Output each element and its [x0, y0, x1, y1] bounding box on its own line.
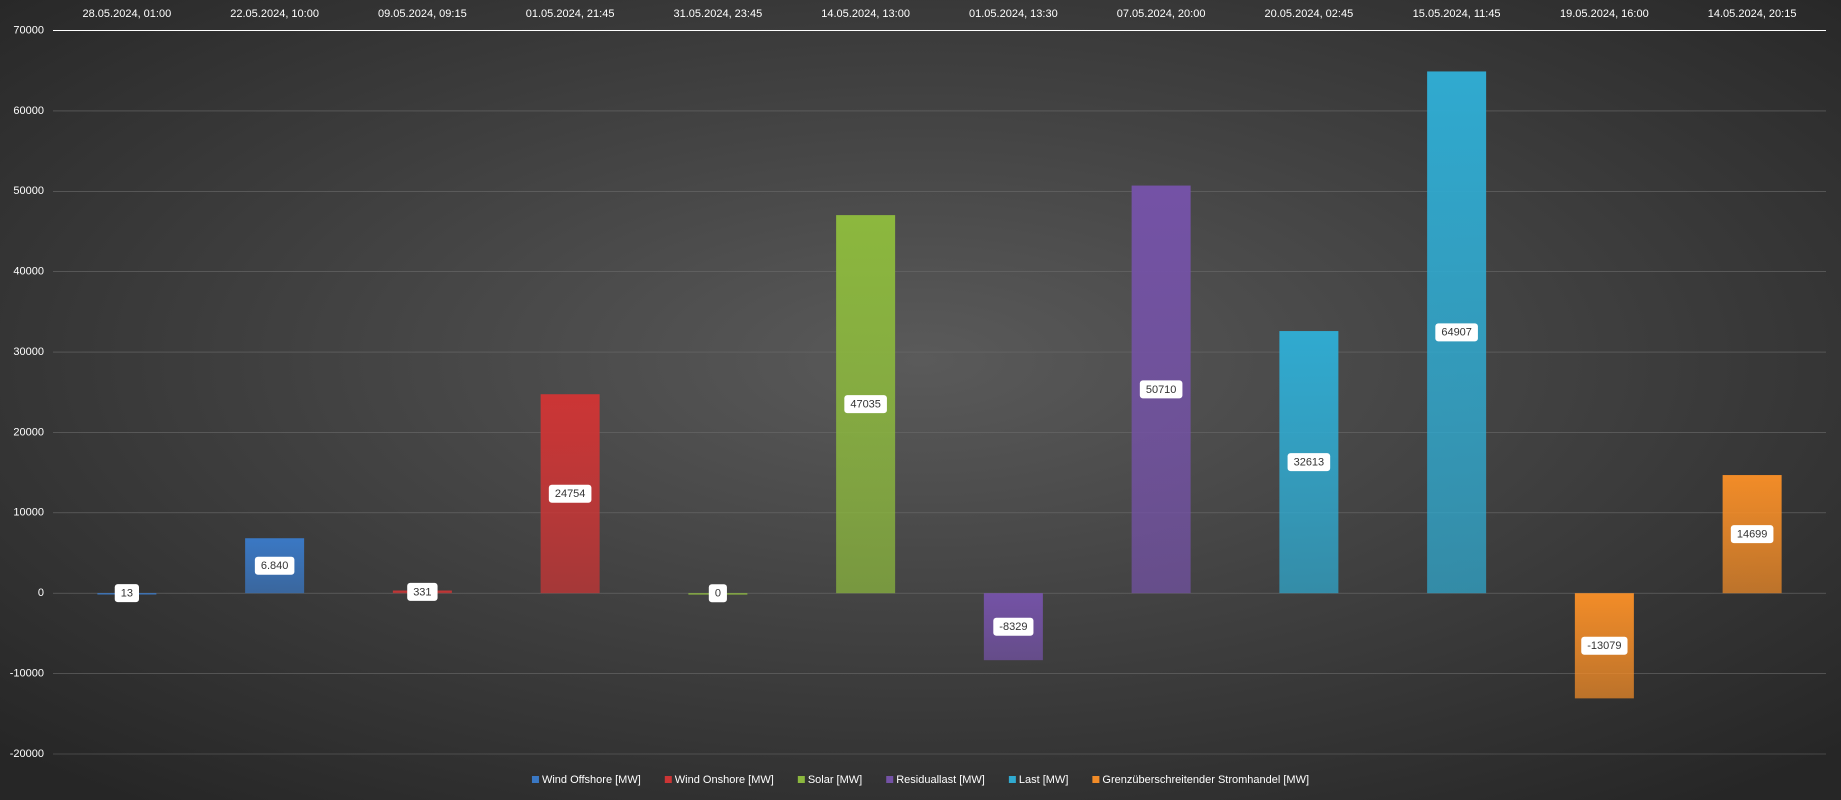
value-label-box [114, 584, 139, 603]
legend-item: Residuallast [MW] [886, 774, 985, 786]
legend-swatch [886, 776, 894, 783]
x-tick-label: 19.05.2024, 16:00 [1560, 8, 1649, 20]
x-tick-label: 01.05.2024, 21:45 [526, 8, 615, 20]
legend-label: Last [MW] [1019, 774, 1069, 786]
y-tick-label: 60000 [13, 105, 44, 117]
x-tick-label: 14.05.2024, 20:15 [1708, 8, 1797, 20]
y-tick-label: 0 [38, 587, 44, 599]
value-label-box [254, 556, 295, 575]
value-label: 50710 [1139, 380, 1183, 399]
value-label: 47035 [844, 395, 887, 414]
x-tick-label: 09.05.2024, 09:15 [378, 8, 467, 20]
x-tick-label: 31.05.2024, 23:45 [674, 8, 763, 20]
legend-item: Wind Onshore [MW] [664, 774, 774, 786]
value-label-box [1730, 525, 1774, 544]
value-label: 13 [114, 584, 139, 603]
y-tick-label: 40000 [13, 266, 44, 278]
y-tick-label: 50000 [13, 185, 44, 197]
legend-label: Wind Offshore [MW] [542, 774, 641, 786]
value-label: 6.840 [254, 556, 295, 575]
value-label: -8329 [993, 617, 1034, 636]
y-tick-label: 20000 [13, 426, 44, 438]
legend-label: Solar [MW] [808, 774, 862, 786]
legend-item: Solar [MW] [797, 774, 862, 786]
value-label-box [407, 582, 438, 601]
legend-item: Grenzüberschreitender Stromhandel [MW] [1092, 774, 1309, 786]
value-label: 64907 [1435, 323, 1478, 342]
legend-item: Wind Offshore [MW] [531, 774, 641, 786]
value-label-box [1287, 453, 1331, 472]
value-label: 14699 [1730, 525, 1774, 544]
y-tick-label: -20000 [10, 748, 44, 760]
x-tick-label: 28.05.2024, 01:00 [83, 8, 172, 20]
legend-label: Grenzüberschreitender Stromhandel [MW] [1102, 774, 1309, 786]
y-tick-label: -10000 [10, 668, 44, 680]
x-tick-label: 07.05.2024, 20:00 [1117, 8, 1206, 20]
value-label-text: 64907 [1441, 327, 1472, 339]
value-label-text: 14699 [1737, 529, 1768, 541]
legend-swatch [1092, 776, 1100, 783]
value-label-text: 13 [121, 588, 133, 600]
x-tick-label: 01.05.2024, 13:30 [969, 8, 1058, 20]
legend-label: Residuallast [MW] [896, 774, 985, 786]
value-label-text: 331 [413, 586, 431, 598]
y-tick-label: 10000 [13, 507, 44, 519]
y-tick-label: 30000 [13, 346, 44, 358]
legend-label: Wind Onshore [MW] [675, 774, 774, 786]
legend-swatch [664, 776, 672, 783]
value-label-box [1581, 636, 1628, 655]
value-label: 331 [407, 582, 438, 601]
legend: Wind Offshore [MW] Wind Onshore [MW] Solar… [531, 774, 1309, 786]
value-label: 0 [708, 584, 727, 603]
legend-swatch [797, 776, 805, 783]
value-label-text: 50710 [1146, 384, 1177, 396]
value-label-text: -8329 [999, 621, 1027, 633]
value-label-text: 0 [715, 588, 721, 600]
y-tick-label: 70000 [13, 24, 44, 36]
value-label-box [1435, 323, 1478, 342]
x-tick-label: 22.05.2024, 10:00 [230, 8, 319, 20]
value-label-text: 47035 [850, 399, 881, 411]
x-tick-label: 20.05.2024, 02:45 [1265, 8, 1354, 20]
value-label-box [548, 484, 592, 503]
value-label: 32613 [1287, 453, 1331, 472]
legend-swatch [1008, 776, 1016, 783]
value-label-text: 6.840 [261, 560, 289, 572]
value-label-text: 24754 [555, 488, 586, 500]
value-label-box [708, 584, 727, 603]
legend-swatch [531, 776, 539, 783]
value-label-box [1139, 380, 1183, 399]
value-label-text: 32613 [1294, 457, 1325, 469]
x-tick-label: 14.05.2024, 13:00 [821, 8, 910, 20]
value-label-box [993, 617, 1034, 636]
value-label-box [844, 395, 887, 414]
value-label: -13079 [1581, 636, 1628, 655]
legend-item: Last [MW] [1008, 774, 1069, 786]
value-label-text: -13079 [1587, 640, 1621, 652]
x-tick-label: 15.05.2024, 11:45 [1413, 8, 1501, 20]
value-label: 24754 [548, 484, 592, 503]
